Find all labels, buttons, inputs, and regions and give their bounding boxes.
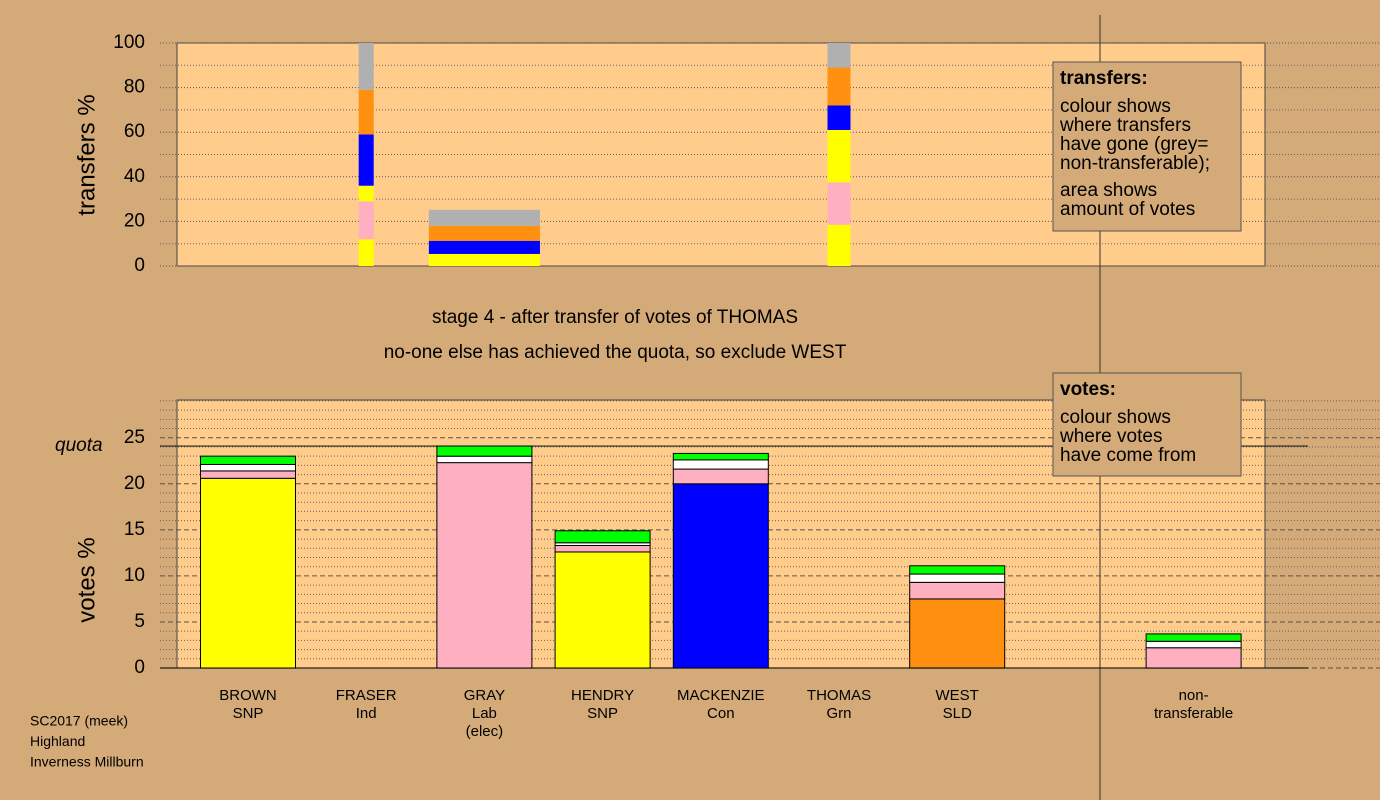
legend-box [1052,61,1242,232]
quota-label: quota [55,435,103,456]
bar-segment [436,462,533,669]
x-tick-label: BROWN [219,687,277,704]
legend-title: transfers: [1060,68,1148,89]
x-tick-label: GRAY [464,687,505,704]
bar-segment [358,43,374,90]
bar-segment [358,134,374,186]
bar-segment [827,224,851,266]
bar-segment [672,468,769,485]
bar-segment [672,483,769,669]
bar-segment [358,89,374,135]
bar-segment [358,185,374,202]
x-tick-label: Con [707,705,735,722]
legend-text: amount of votes [1060,199,1195,220]
y-tick-label: 25 [124,427,145,448]
x-tick-label: SLD [943,705,972,722]
y-tick-label: 10 [124,565,145,586]
legend-title: votes: [1060,379,1116,400]
bar-segment [827,67,851,106]
caption: no-one else has achieved the quota, so e… [384,342,847,363]
y-tick-label: 20 [124,473,145,494]
legend-text: area shows [1060,180,1157,201]
bar-segment [358,201,374,240]
x-tick-label: WEST [936,687,979,704]
legend-box [1052,372,1242,477]
caption: stage 4 - after transfer of votes of THO… [432,307,798,328]
x-tick-label: FRASER [336,687,397,704]
bar-segment [909,565,1006,575]
bar-segment [554,545,651,553]
x-tick-label: Grn [826,705,851,722]
bar-segment [1145,640,1242,649]
bar-segment [200,477,296,669]
footer-text: Inverness Millburn [30,754,144,770]
x-tick-label: Lab [472,705,497,722]
bar-segment [428,259,540,266]
bar-segment [428,225,540,241]
legend-text: where transfers [1059,115,1191,136]
x-tick-label: (elec) [466,723,504,740]
bar-segment [436,445,533,457]
y-tick-label: 20 [124,210,145,231]
footer-text: Highland [30,733,85,749]
legend-text: have gone (grey= [1060,134,1208,155]
y-tick-label: 15 [124,519,145,540]
legend-text: where votes [1059,426,1162,447]
y-tick-label: 40 [124,166,145,187]
x-tick-label: transferable [1154,705,1233,722]
x-tick-label: SNP [233,705,264,722]
legend-text: colour shows [1060,407,1171,428]
bar-segment [1145,647,1242,669]
x-tick-label: Ind [356,705,377,722]
y-tick-label: 80 [124,77,145,98]
bar-segment [200,463,296,472]
bar-segment [436,455,533,464]
x-tick-label: MACKENZIE [677,687,765,704]
x-tick-label: THOMAS [807,687,871,704]
bar-segment [200,455,296,465]
y-tick-label: 100 [113,32,145,53]
bar-segment [909,598,1006,669]
x-tick-label: non- [1179,687,1209,704]
bar-segment [428,209,540,226]
bar-segment [827,43,851,68]
y-axis-label: transfers % [73,94,100,215]
bar-segment [358,239,374,266]
x-tick-label: SNP [587,705,618,722]
legend-text: non-transferable); [1060,153,1210,174]
bar-segment [827,129,851,183]
footer-text: SC2017 (meek) [30,713,128,729]
bar-segment [554,551,651,669]
bar-segment [827,182,851,225]
bar-segment [554,530,651,544]
y-tick-label: 60 [124,121,145,142]
y-tick-label: 5 [134,611,145,632]
legend-text: colour shows [1060,96,1171,117]
bar-segment [1145,633,1242,642]
bar-segment [672,452,769,461]
y-tick-label: 0 [134,657,145,678]
y-axis-label: votes % [73,537,100,622]
bar-segment [909,573,1006,583]
bar-segment [428,253,540,260]
bar-segment [428,240,540,254]
bar-segment [909,581,1006,600]
legend-text: have come from [1060,445,1196,466]
x-tick-label: HENDRY [571,687,634,704]
bar-segment [200,470,296,479]
bar-segment [827,105,851,130]
y-tick-label: 0 [134,255,145,276]
bar-segment [672,459,769,470]
